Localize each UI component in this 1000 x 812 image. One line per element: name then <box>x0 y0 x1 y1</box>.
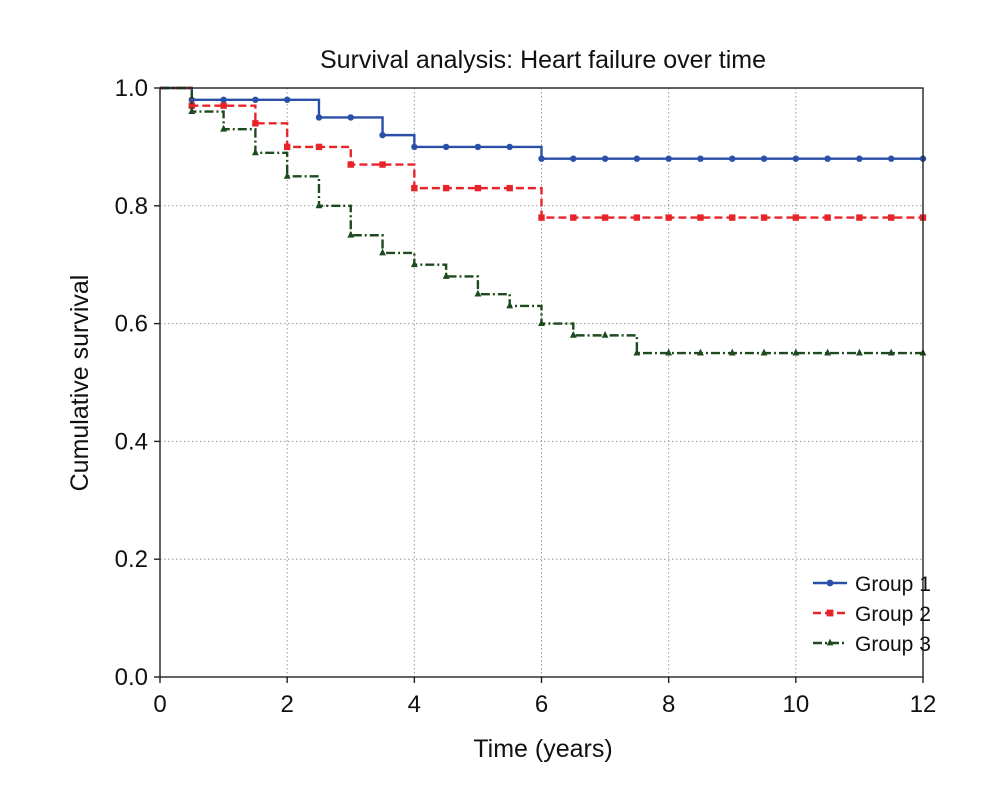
data-point-group-1 <box>570 155 577 162</box>
data-point-group-1 <box>888 155 895 162</box>
data-point-group-1 <box>347 114 354 121</box>
data-point-group-1 <box>792 155 800 162</box>
legend-marker-group-2 <box>826 609 834 617</box>
data-point-group-2 <box>474 184 482 192</box>
data-point-group-1 <box>283 96 291 103</box>
y-tick-label: 0.0 <box>115 664 148 691</box>
data-point-group-3 <box>347 230 355 238</box>
data-point-group-1 <box>379 131 386 139</box>
data-point-group-1 <box>474 143 482 151</box>
data-point-group-3 <box>601 330 609 338</box>
data-point-group-3 <box>856 348 863 356</box>
legend-label-group-3: Group 3 <box>855 633 931 656</box>
data-point-group-1 <box>856 155 863 162</box>
data-point-group-1 <box>220 96 227 103</box>
data-point-group-1 <box>411 143 418 151</box>
data-point-group-3 <box>506 301 514 309</box>
data-point-group-2 <box>824 214 831 221</box>
data-point-group-2 <box>538 214 545 221</box>
data-point-group-3 <box>538 319 545 326</box>
data-point-group-1 <box>601 155 609 162</box>
x-axis-label: Time (years) <box>473 735 612 763</box>
x-tick-label: 12 <box>910 691 937 718</box>
data-point-group-2 <box>888 214 895 221</box>
data-point-group-3 <box>887 348 895 356</box>
x-tick-label: 0 <box>153 691 166 718</box>
data-point-group-1 <box>442 143 450 151</box>
legend-marker-group-3 <box>826 638 834 646</box>
series-group-3 <box>160 86 927 356</box>
data-point-group-3 <box>760 348 768 356</box>
data-point-group-1 <box>506 143 513 151</box>
data-point-group-2 <box>315 143 323 151</box>
data-point-group-1 <box>729 155 736 162</box>
data-point-group-2 <box>506 184 513 192</box>
legend-label-group-1: Group 1 <box>855 573 931 596</box>
data-point-group-1 <box>760 155 768 162</box>
data-point-group-3 <box>442 272 450 279</box>
data-point-group-2 <box>283 143 291 151</box>
x-tick-label: 4 <box>408 691 421 718</box>
data-point-group-2 <box>570 214 577 221</box>
data-point-group-3 <box>824 348 832 356</box>
data-point-group-1 <box>824 155 831 162</box>
data-point-group-2 <box>601 214 609 221</box>
grid-layer <box>160 88 923 677</box>
series-line-group-3 <box>160 86 923 355</box>
data-point-group-3 <box>379 248 386 256</box>
data-point-group-3 <box>665 348 673 356</box>
data-point-group-3 <box>410 260 418 268</box>
y-tick-label: 0.4 <box>115 428 148 455</box>
y-tick-label: 0.2 <box>115 546 148 573</box>
data-point-group-2 <box>347 161 354 168</box>
chart-title: Survival analysis: Heart failure over ti… <box>320 46 766 74</box>
data-point-group-2 <box>252 120 259 127</box>
series-group-2 <box>160 86 927 221</box>
x-tick-label: 10 <box>782 691 809 718</box>
x-tick-label: 8 <box>662 691 675 718</box>
data-point-group-2 <box>633 214 641 221</box>
series-layer <box>160 86 927 356</box>
y-tick-label: 1.0 <box>115 75 148 102</box>
data-point-group-1 <box>697 155 704 162</box>
data-point-group-3 <box>697 348 704 356</box>
data-point-group-2 <box>697 214 704 221</box>
legend: Group 1 Group 2 Group 3 <box>813 573 931 656</box>
x-tick-label: 2 <box>280 691 293 718</box>
legend-label-group-2: Group 2 <box>855 603 931 626</box>
data-point-group-2 <box>665 214 672 221</box>
data-point-group-3 <box>792 348 800 356</box>
data-point-group-1 <box>665 155 672 162</box>
y-axis-label: Cumulative survival <box>66 275 94 492</box>
series-group-1 <box>160 86 927 162</box>
data-point-group-1 <box>633 155 641 162</box>
data-point-group-1 <box>252 96 259 103</box>
data-point-group-3 <box>315 201 323 209</box>
legend-marker-group-1 <box>826 579 834 587</box>
data-point-group-2 <box>220 102 227 109</box>
data-point-group-1 <box>538 155 545 162</box>
data-point-group-3 <box>251 148 259 156</box>
data-point-group-3 <box>728 348 736 356</box>
data-point-group-2 <box>792 214 800 221</box>
data-point-group-2 <box>856 214 863 221</box>
data-point-group-2 <box>188 102 195 109</box>
x-tick-label: 6 <box>535 691 548 718</box>
data-point-group-2 <box>729 214 736 221</box>
data-point-group-2 <box>411 184 418 192</box>
data-point-group-2 <box>760 214 768 221</box>
y-tick-label: 0.6 <box>115 311 148 338</box>
data-point-group-3 <box>188 107 196 114</box>
data-point-group-3 <box>220 124 227 132</box>
ticks-layer: 0 2 4 6 8 10 12 0.0 0.2 0.4 0.6 0.8 1.0 <box>115 75 937 718</box>
data-point-group-3 <box>569 330 577 338</box>
data-point-group-3 <box>283 171 291 179</box>
data-point-group-2 <box>442 184 450 192</box>
y-tick-label: 0.8 <box>115 193 148 220</box>
data-point-group-1 <box>315 114 323 121</box>
data-point-group-3 <box>474 289 482 297</box>
data-point-group-3 <box>633 348 641 356</box>
data-point-group-2 <box>379 161 386 168</box>
